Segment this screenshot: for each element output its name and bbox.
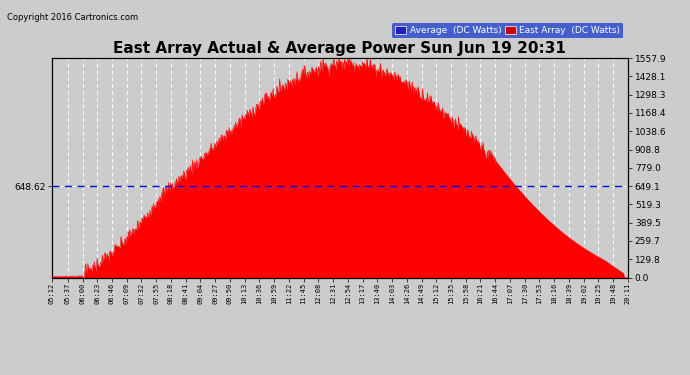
Title: East Array Actual & Average Power Sun Jun 19 20:31: East Array Actual & Average Power Sun Ju… bbox=[113, 40, 566, 56]
Text: Copyright 2016 Cartronics.com: Copyright 2016 Cartronics.com bbox=[7, 13, 138, 22]
Legend: Average  (DC Watts), East Array  (DC Watts): Average (DC Watts), East Array (DC Watts… bbox=[392, 23, 623, 39]
